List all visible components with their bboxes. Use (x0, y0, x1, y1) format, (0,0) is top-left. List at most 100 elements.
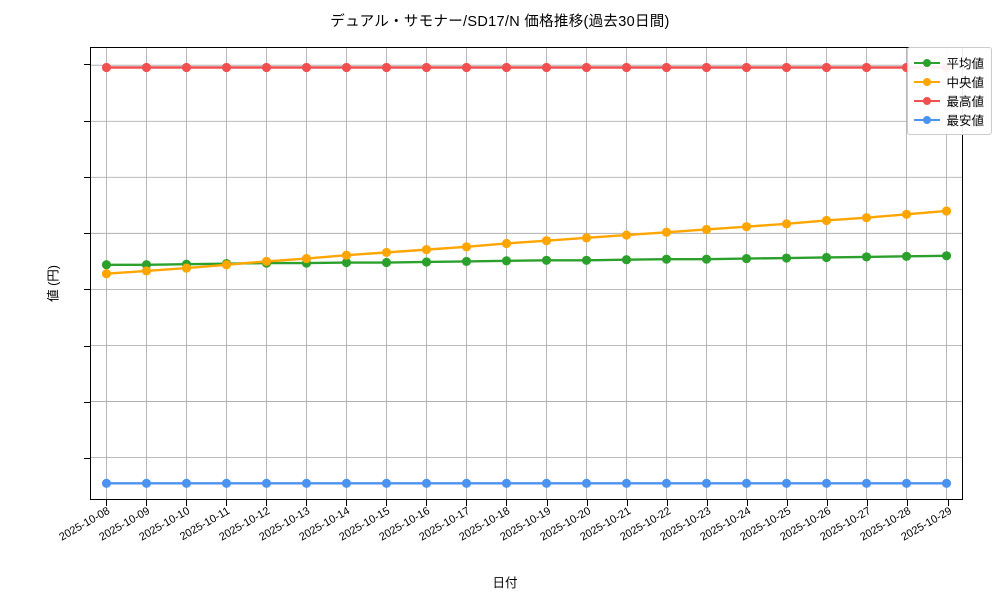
data-point (221, 62, 232, 73)
data-point (901, 209, 912, 219)
y-axis-label: 値 (円) (46, 265, 61, 302)
x-axis-tick (185, 500, 187, 506)
legend-label: 平均値 (946, 57, 984, 71)
x-axis-tick (787, 500, 789, 506)
data-point (501, 478, 512, 488)
y-axis-tick (84, 64, 90, 66)
chart-legend: 平均値中央値最高値 最安値 (907, 47, 992, 135)
data-point (421, 62, 432, 73)
x-axis-tick (225, 500, 227, 506)
data-point (341, 62, 352, 73)
legend-item-3[interactable]: 最高値 (914, 91, 984, 110)
data-point (381, 62, 392, 73)
data-point (861, 62, 872, 73)
data-point (381, 478, 392, 488)
x-axis-label: 日付 (492, 576, 518, 590)
legend-marker-icon (914, 76, 941, 88)
data-point (261, 62, 272, 73)
data-point (661, 254, 672, 264)
data-point (581, 62, 592, 73)
legend-label: 最高値 (946, 95, 984, 109)
data-point (461, 256, 472, 266)
y-axis-tick (84, 120, 90, 122)
data-point (101, 260, 112, 270)
x-axis-tick (586, 500, 588, 506)
data-point (741, 254, 752, 264)
data-point (581, 233, 592, 243)
x-axis-tick (265, 500, 267, 506)
x-axis-tick (506, 500, 508, 506)
data-point (781, 219, 792, 229)
data-point (861, 478, 872, 488)
data-point (461, 62, 472, 73)
data-point (301, 478, 312, 488)
data-point (701, 478, 712, 488)
legend-label: 中央値 (946, 76, 984, 90)
data-series-layer (101, 62, 952, 488)
data-point (821, 215, 832, 226)
series-2 (101, 206, 952, 279)
y-axis-tick (84, 176, 90, 178)
data-point (141, 266, 152, 276)
y-axis-tick (84, 345, 90, 347)
legend-item-4[interactable]: 最安値 (914, 110, 984, 129)
data-point (941, 206, 952, 216)
x-axis-tick (947, 500, 949, 506)
data-point (901, 251, 912, 261)
data-point (781, 253, 792, 263)
data-point (661, 478, 672, 488)
data-point (181, 478, 192, 488)
legend-item-2[interactable]: 中央値 (914, 72, 984, 91)
data-point (581, 255, 592, 265)
legend-item-1[interactable]: 平均値 (914, 53, 984, 72)
data-point (621, 62, 632, 73)
legend-marker-icon (914, 114, 941, 126)
x-axis-tick (546, 500, 548, 506)
data-point (701, 254, 712, 264)
data-point (661, 62, 672, 73)
data-point (581, 478, 592, 488)
data-point (221, 260, 232, 270)
data-point (181, 263, 192, 273)
data-point (461, 242, 472, 252)
data-point (421, 478, 432, 488)
data-point (621, 255, 632, 265)
data-point (301, 254, 312, 264)
data-point (781, 478, 792, 488)
chart-title: デュアル・サモナー/SD17/N 価格推移(過去30日間) (330, 14, 670, 30)
data-point (821, 252, 832, 263)
data-point (741, 62, 752, 73)
data-point (421, 245, 432, 255)
data-point (861, 252, 872, 262)
data-point (621, 478, 632, 488)
data-point (541, 478, 552, 488)
y-axis-tick (84, 289, 90, 291)
x-axis-tick (626, 500, 628, 506)
x-axis-tick (105, 500, 107, 506)
legend-marker-icon (914, 57, 941, 69)
data-point (701, 62, 712, 73)
data-point (621, 230, 632, 240)
data-point (341, 478, 352, 488)
x-axis-tick (145, 500, 147, 506)
x-axis-tick (466, 500, 468, 506)
data-point (141, 478, 152, 488)
data-point (181, 62, 192, 73)
data-point (461, 478, 472, 488)
data-point (141, 62, 152, 73)
data-point (541, 62, 552, 73)
data-point (741, 478, 752, 488)
x-axis-tick (386, 500, 388, 506)
data-point (341, 250, 352, 260)
data-point (381, 247, 392, 258)
x-axis-tick (747, 500, 749, 506)
gridlines (91, 48, 962, 499)
data-point (541, 236, 552, 246)
x-axis-tick (305, 500, 307, 506)
data-point (421, 257, 432, 267)
data-point (381, 257, 392, 268)
data-point (941, 478, 952, 488)
x-axis-tick (346, 500, 348, 506)
data-point (861, 213, 872, 223)
x-axis-tick (907, 500, 909, 506)
